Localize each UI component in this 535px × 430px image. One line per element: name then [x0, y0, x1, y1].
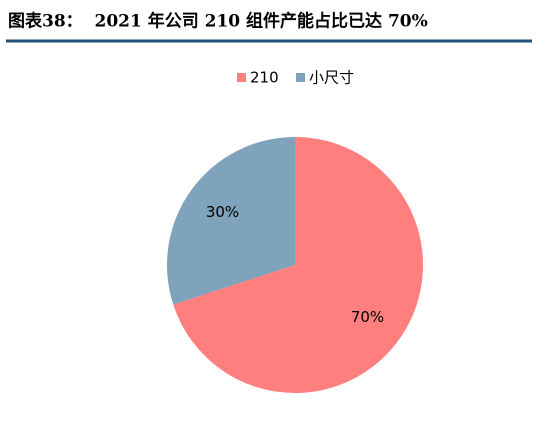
legend-swatch: [237, 73, 246, 82]
pie-slice: [167, 137, 295, 305]
data-label: 30%: [206, 203, 239, 221]
legend-label: 210: [250, 69, 279, 87]
legend-swatch: [296, 73, 305, 82]
legend-label: 小尺寸: [309, 69, 354, 87]
chart-title: 图表38： 2021 年公司 210 组件产能占比已达 70%: [8, 11, 428, 32]
data-label: 70%: [351, 308, 384, 326]
pie-slice: [173, 137, 423, 393]
